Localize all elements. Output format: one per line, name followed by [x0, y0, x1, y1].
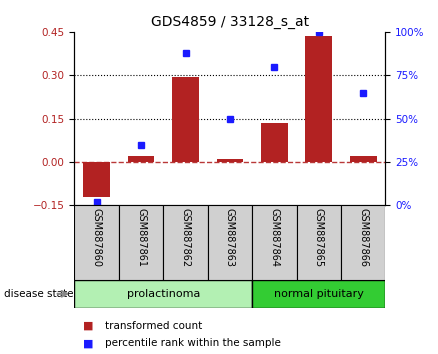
Bar — [341, 205, 385, 280]
Text: prolactinoma: prolactinoma — [127, 289, 200, 299]
Bar — [261, 123, 288, 162]
Bar — [208, 205, 252, 280]
Text: ■: ■ — [83, 338, 94, 348]
Bar — [74, 205, 119, 280]
Title: GDS4859 / 33128_s_at: GDS4859 / 33128_s_at — [151, 16, 309, 29]
Bar — [119, 205, 163, 280]
Text: GSM887861: GSM887861 — [136, 208, 146, 267]
Bar — [350, 156, 377, 162]
Text: ■: ■ — [83, 321, 94, 331]
Bar — [297, 205, 341, 280]
Bar — [83, 162, 110, 197]
Bar — [252, 205, 297, 280]
Bar — [74, 280, 252, 308]
Bar — [305, 36, 332, 162]
Bar — [217, 159, 243, 162]
Text: GSM887864: GSM887864 — [269, 208, 279, 267]
Bar — [163, 205, 208, 280]
Text: disease state: disease state — [4, 289, 74, 299]
Text: percentile rank within the sample: percentile rank within the sample — [105, 338, 281, 348]
Text: GSM887862: GSM887862 — [180, 208, 191, 267]
Bar — [252, 280, 385, 308]
Text: GSM887863: GSM887863 — [225, 208, 235, 267]
Bar — [128, 156, 155, 162]
Text: GSM887866: GSM887866 — [358, 208, 368, 267]
Text: GSM887860: GSM887860 — [92, 208, 102, 267]
Text: transformed count: transformed count — [105, 321, 202, 331]
Bar — [172, 77, 199, 162]
Text: normal pituitary: normal pituitary — [274, 289, 364, 299]
Text: GSM887865: GSM887865 — [314, 208, 324, 267]
